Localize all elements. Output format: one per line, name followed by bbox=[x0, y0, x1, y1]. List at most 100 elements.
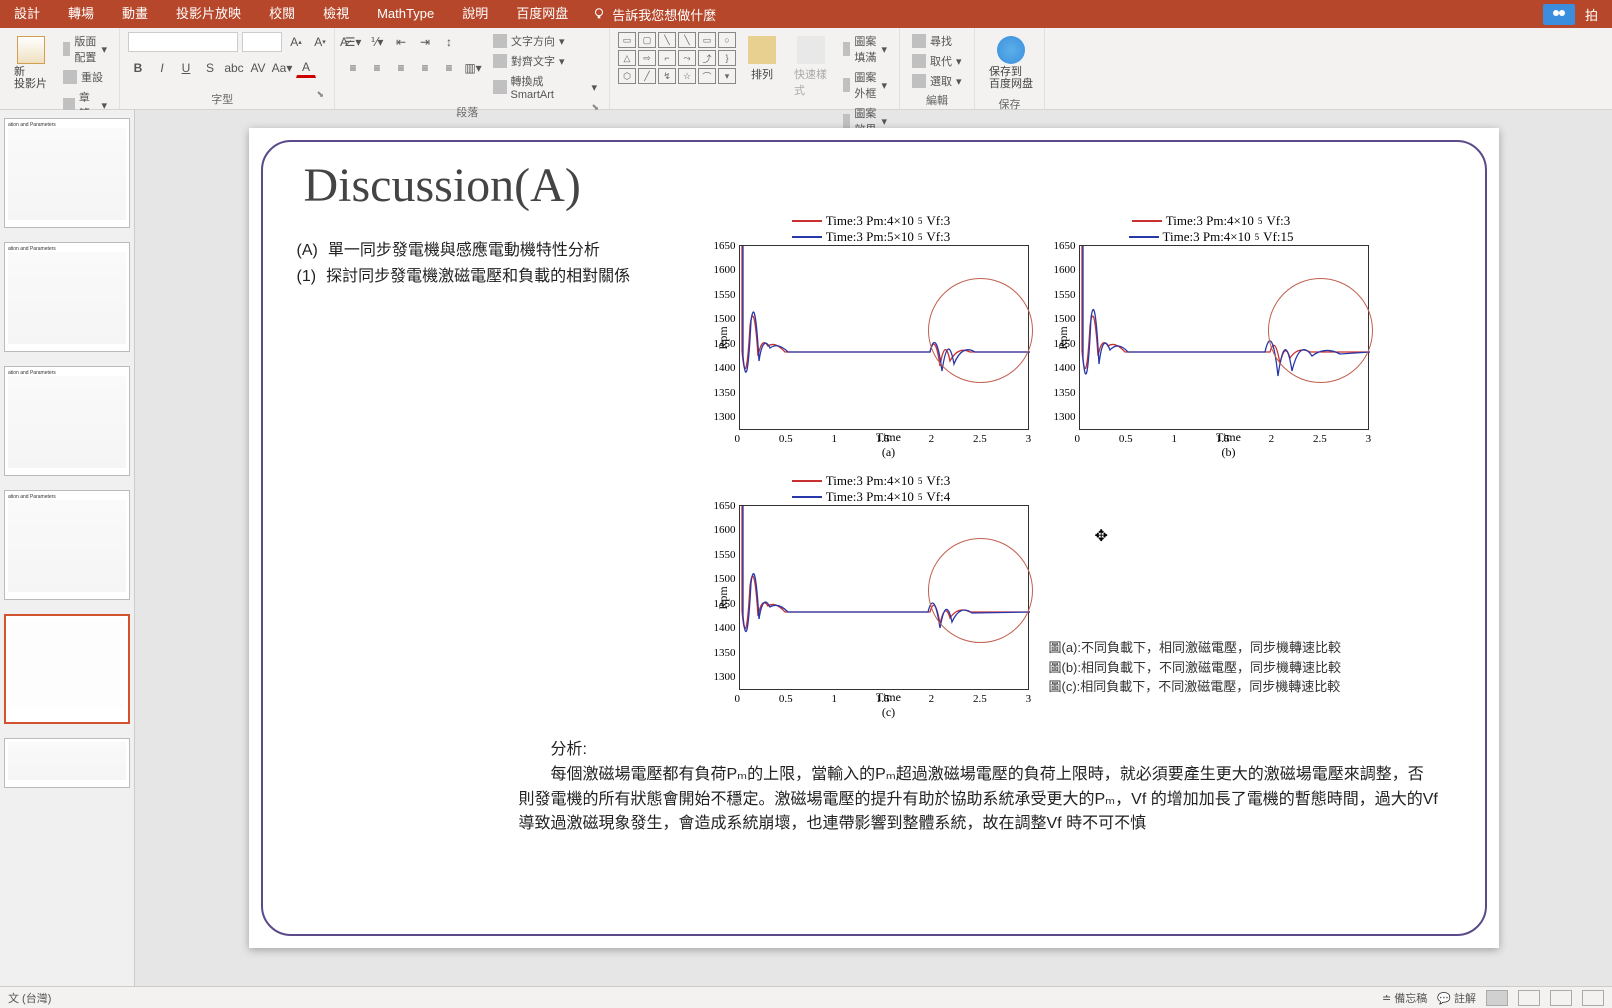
tab-review[interactable]: 校閱 bbox=[255, 0, 309, 28]
reading-view-button[interactable] bbox=[1550, 990, 1572, 1006]
shape-arrow2-icon[interactable]: ⤴ bbox=[698, 50, 716, 66]
save-baidu-button[interactable]: 保存到 百度网盘 bbox=[983, 32, 1039, 94]
shape-conn-icon[interactable]: ↯ bbox=[658, 68, 676, 84]
chart-a-sublabel: (a) bbox=[739, 445, 1039, 460]
shape-curve-icon[interactable]: ⤳ bbox=[678, 50, 696, 66]
align-text-button[interactable]: 對齊文字 ▾ bbox=[489, 52, 601, 70]
align-right-button[interactable]: ≡ bbox=[391, 58, 411, 78]
shape-hex-icon[interactable]: ⬡ bbox=[618, 68, 636, 84]
slide-thumbnail[interactable]: ation and Parameters bbox=[4, 490, 130, 600]
analysis-text[interactable]: 分析: 每個激磁場電壓都有負荷Pₘ的上限，當輸入的Pₘ超過激磁場電壓的負荷上限時… bbox=[519, 738, 1439, 837]
comments-button[interactable]: 💬 註解 bbox=[1437, 990, 1476, 1006]
shape-oval-icon[interactable]: ○ bbox=[718, 32, 736, 48]
shape-rect-icon[interactable]: ▭ bbox=[618, 32, 636, 48]
justify-button[interactable]: ≡ bbox=[415, 58, 435, 78]
arrange-button[interactable]: 排列 bbox=[742, 32, 782, 86]
new-slide-button[interactable]: 新 投影片 bbox=[8, 32, 53, 94]
figure-captions[interactable]: 圖(a):不同負載下，相同激磁電壓，同步機轉速比較 圖(b):相同負載下，不同激… bbox=[1049, 638, 1342, 697]
quick-styles-button[interactable]: 快速樣 式 bbox=[788, 32, 833, 102]
shape-rect2-icon[interactable]: ▢ bbox=[638, 32, 656, 48]
font-dialog-launcher[interactable]: ⬊ bbox=[316, 89, 326, 107]
slide-thumbnail[interactable]: ation and Parameters bbox=[4, 242, 130, 352]
slide-thumbnail[interactable]: ation and Parameters bbox=[4, 118, 130, 228]
tab-mathtype[interactable]: MathType bbox=[363, 0, 448, 28]
text-direction-button[interactable]: 文字方向 ▾ bbox=[489, 32, 601, 50]
language-indicator[interactable]: 文 (台灣) bbox=[8, 990, 51, 1006]
group-label-font: 字型 bbox=[128, 89, 316, 107]
chart-c-legend: Time:3 Pm:4×105 Vf:3 Time:3 Pm:4×105 Vf:… bbox=[704, 473, 1039, 505]
tab-transitions[interactable]: 轉場 bbox=[54, 0, 108, 28]
strike-button[interactable]: S bbox=[200, 58, 220, 78]
chart-b[interactable]: Time:3 Pm:4×105 Vf:3 Time:3 Pm:4×105 Vf:… bbox=[1044, 213, 1379, 463]
layout-button[interactable]: 版面配置 ▾ bbox=[59, 32, 111, 66]
slide-subtitle-block[interactable]: (A)單一同步發電機與感應電動機特性分析 (1)探討同步發電機激磁電壓和負載的相… bbox=[297, 238, 631, 289]
text-a: 單一同步發電機與感應電動機特性分析 bbox=[328, 238, 600, 264]
shape-tri-icon[interactable]: △ bbox=[618, 50, 636, 66]
shape-more-icon[interactable]: ▾ bbox=[718, 68, 736, 84]
shape-arrow-icon[interactable]: ⇨ bbox=[638, 50, 656, 66]
align-text-icon bbox=[493, 54, 507, 68]
shape-l-icon[interactable]: ⌐ bbox=[658, 50, 676, 66]
shape-rect3-icon[interactable]: ▭ bbox=[698, 32, 716, 48]
shape-fill-button[interactable]: 圖案填滿 ▾ bbox=[839, 32, 891, 66]
font-family-combo[interactable] bbox=[128, 32, 238, 52]
notes-button[interactable]: ≐ 備忘稿 bbox=[1382, 990, 1427, 1006]
numbering-button[interactable]: ⅟▾ bbox=[367, 32, 387, 52]
chart-a[interactable]: Time:3 Pm:4×105 Vf:3 Time:3 Pm:5×105 Vf:… bbox=[704, 213, 1039, 463]
shape-outline-button[interactable]: 圖案外框 ▾ bbox=[839, 68, 891, 102]
status-bar: 文 (台灣) ≐ 備忘稿 💬 註解 bbox=[0, 986, 1612, 1008]
replace-button[interactable]: 取代 ▾ bbox=[908, 52, 966, 70]
font-size-combo[interactable] bbox=[242, 32, 282, 52]
window-control[interactable]: 拍 bbox=[1579, 5, 1604, 24]
shadow-button[interactable]: abc bbox=[224, 58, 244, 78]
text-direction-icon bbox=[493, 34, 507, 48]
shape-brace-icon[interactable]: } bbox=[718, 50, 736, 66]
columns-button[interactable]: ▥▾ bbox=[463, 58, 483, 78]
shape-star-icon[interactable]: ☆ bbox=[678, 68, 696, 84]
italic-button[interactable]: I bbox=[152, 58, 172, 78]
align-center-button[interactable]: ≡ bbox=[367, 58, 387, 78]
slide-thumbnails-panel[interactable]: ation and Parameters ation and Parameter… bbox=[0, 110, 135, 986]
slideshow-view-button[interactable] bbox=[1582, 990, 1604, 1006]
chart-c-highlight-circle bbox=[928, 538, 1033, 643]
shapes-gallery[interactable]: ▭▢╲╲▭○ △⇨⌐⤳⤴} ⬡╱↯☆⌒▾ bbox=[618, 32, 736, 84]
shape-arc-icon[interactable]: ⌒ bbox=[698, 68, 716, 84]
shape-line3-icon[interactable]: ╱ bbox=[638, 68, 656, 84]
change-case-button[interactable]: Aa▾ bbox=[272, 58, 292, 78]
font-color-button[interactable]: A bbox=[296, 58, 316, 78]
tab-help[interactable]: 說明 bbox=[448, 0, 502, 28]
distribute-button[interactable]: ≡ bbox=[439, 58, 459, 78]
tab-baidu[interactable]: 百度网盘 bbox=[502, 0, 582, 28]
slide-thumbnail[interactable]: ation and Parameters bbox=[4, 366, 130, 476]
char-spacing-button[interactable]: AV bbox=[248, 58, 268, 78]
underline-button[interactable]: U bbox=[176, 58, 196, 78]
reset-button[interactable]: 重設 bbox=[59, 68, 111, 86]
line-spacing-button[interactable]: ↕ bbox=[439, 32, 459, 52]
normal-view-button[interactable] bbox=[1486, 990, 1508, 1006]
sorter-view-button[interactable] bbox=[1518, 990, 1540, 1006]
slide-canvas[interactable]: Discussion(A) (A)單一同步發電機與感應電動機特性分析 (1)探討… bbox=[249, 128, 1499, 948]
increase-font-button[interactable]: A▴ bbox=[286, 32, 306, 52]
shape-line2-icon[interactable]: ╲ bbox=[678, 32, 696, 48]
chart-c[interactable]: Time:3 Pm:4×105 Vf:3 Time:3 Pm:4×105 Vf:… bbox=[704, 473, 1039, 723]
slide-thumbnail[interactable] bbox=[4, 738, 130, 788]
tell-me-search[interactable]: 告訴我您想做什麼 bbox=[592, 5, 716, 24]
bullets-button[interactable]: ☰▾ bbox=[343, 32, 363, 52]
smartart-button[interactable]: 轉換成 SmartArt ▾ bbox=[489, 72, 601, 102]
align-left-button[interactable]: ≡ bbox=[343, 58, 363, 78]
slide-thumbnail-selected[interactable] bbox=[4, 614, 130, 724]
find-button[interactable]: 尋找 bbox=[908, 32, 956, 50]
decrease-indent-button[interactable]: ⇤ bbox=[391, 32, 411, 52]
tab-animations[interactable]: 動畫 bbox=[108, 0, 162, 28]
increase-indent-button[interactable]: ⇥ bbox=[415, 32, 435, 52]
select-button[interactable]: 選取 ▾ bbox=[908, 72, 966, 90]
slide-edit-area[interactable]: Discussion(A) (A)單一同步發電機與感應電動機特性分析 (1)探討… bbox=[135, 110, 1612, 986]
shape-line-icon[interactable]: ╲ bbox=[658, 32, 676, 48]
tab-design[interactable]: 設計 bbox=[0, 0, 54, 28]
slide-title[interactable]: Discussion(A) bbox=[304, 158, 581, 213]
bold-button[interactable]: B bbox=[128, 58, 148, 78]
tab-slideshow[interactable]: 投影片放映 bbox=[162, 0, 255, 28]
tab-view[interactable]: 檢視 bbox=[309, 0, 363, 28]
baidu-cloud-button[interactable] bbox=[1543, 4, 1575, 25]
decrease-font-button[interactable]: A▾ bbox=[310, 32, 330, 52]
